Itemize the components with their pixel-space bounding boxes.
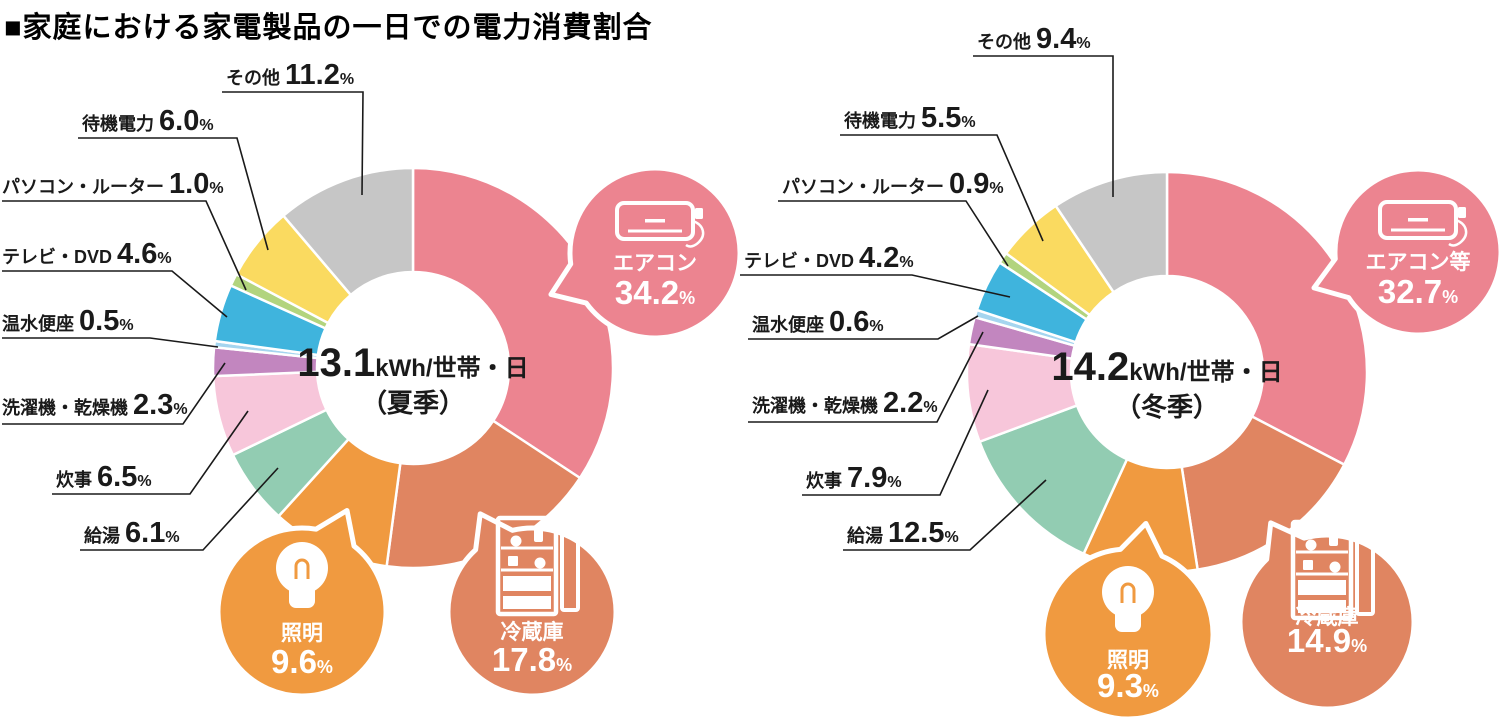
leader-line-パソコン・ルーター [2, 200, 247, 291]
leader-line-待機電力 [840, 134, 1044, 242]
callout-name-エアコン等: エアコン等 [1366, 250, 1471, 274]
leader-line-テレビ・DVD [2, 270, 228, 318]
page-title: ■家庭における家電製品の一日での電力消費割合 [4, 12, 653, 44]
segment-label-給湯: 給湯 12.5% [847, 517, 959, 549]
leader-line-テレビ・DVD [740, 274, 1011, 298]
donut-hole [318, 273, 508, 463]
segment-label-パソコン・ルーター: パソコン・ルーター 1.0% [2, 168, 224, 200]
segment-label-温水便座: 温水便座 0.6% [752, 306, 884, 338]
leader-line-炊事 [52, 410, 249, 495]
callout-value-エアコン: 34.2% [615, 274, 695, 311]
callout-name-照明: 照明 [1107, 649, 1149, 672]
segment-label-給湯: 給湯 6.1% [84, 517, 180, 549]
leader-line-温水便座 [748, 315, 979, 340]
callout-bubble-照明: 照明9.3% [1040, 520, 1216, 720]
leader-line-給湯 [80, 467, 279, 551]
leader-line-待機電力 [78, 137, 269, 251]
donut-chart-summer: 13.1kWh/世帯・日（夏季） 給湯 6.1% 炊事 6.5% 洗濯機・乾燥機 2.… [2, 59, 743, 699]
callout-name-冷蔵庫: 冷蔵庫 [1296, 605, 1359, 629]
refrigerator-icon [495, 515, 580, 617]
callout-name-冷蔵庫: 冷蔵庫 [501, 620, 564, 644]
segment-label-温水便座: 温水便座 0.5% [2, 305, 134, 337]
leader-line-温水便座 [2, 337, 219, 348]
donut-segment-冷蔵庫 [385, 419, 582, 570]
donut-segment-その他 [1054, 170, 1169, 294]
leader-line-パソコン・ルーター [778, 200, 1009, 267]
leader-line-その他 [222, 91, 364, 196]
lightbulb-icon [276, 542, 328, 608]
donut-segment-その他 [282, 166, 415, 297]
segment-label-炊事: 炊事 7.9% [806, 462, 902, 494]
center-season-summer: （夏季） [361, 388, 465, 418]
air-conditioner-icon [615, 201, 705, 248]
callout-name-エアコン: エアコン [613, 252, 697, 275]
leader-line-給湯 [843, 479, 1047, 551]
donut-segment-エアコン [411, 166, 615, 480]
donut-chart-winter: 14.2kWh/世帯・日（冬季） 給湯 12.5% 炊事 7.9% 洗濯機・乾燥機 2… [740, 23, 1500, 720]
callout-value-照明: 9.6% [271, 643, 333, 680]
segment-label-待機電力: 待機電力 6.0% [82, 105, 214, 137]
segment-label-洗濯機・乾燥機: 洗濯機・乾燥機 2.2% [752, 387, 938, 419]
segment-label-洗濯機・乾燥機: 洗濯機・乾燥機 2.3% [2, 389, 188, 421]
air-conditioner-icon [1378, 200, 1468, 247]
callout-name-照明: 照明 [281, 622, 323, 645]
leader-line-洗濯機・乾燥機 [748, 331, 984, 423]
callout-value-冷蔵庫: 17.8% [492, 641, 572, 678]
leader-line-炊事 [802, 389, 989, 496]
segment-label-待機電力: 待機電力 5.5% [844, 102, 976, 134]
donut-segment-エアコン等 [1165, 170, 1369, 466]
leader-line-洗濯機・乾燥機 [2, 362, 226, 425]
segment-label-テレビ・DVD: テレビ・DVD 4.6% [2, 238, 172, 270]
center-season-winter: （冬季） [1115, 392, 1219, 422]
segment-label-テレビ・DVD: テレビ・DVD 4.2% [744, 242, 914, 274]
segment-label-炊事: 炊事 6.5% [56, 461, 152, 493]
callout-value-エアコン等: 32.7% [1378, 273, 1458, 310]
center-value-winter: 14.2kWh/世帯・日 [1051, 345, 1282, 389]
segment-label-その他: その他 11.2% [226, 59, 354, 91]
donut-segment-冷蔵庫 [1180, 415, 1346, 571]
refrigerator-icon [1290, 519, 1375, 621]
callout-value-冷蔵庫: 14.9% [1287, 622, 1367, 659]
center-value-summer: 13.1kWh/世帯・日 [297, 341, 528, 385]
lightbulb-icon [1102, 566, 1154, 632]
callout-bubble-照明: 照明9.6% [215, 508, 389, 699]
callout-value-照明: 9.3% [1097, 667, 1159, 704]
leader-line-その他 [973, 55, 1114, 197]
donut-hole [1072, 277, 1262, 467]
segment-label-パソコン・ルーター: パソコン・ルーター 0.9% [782, 168, 1004, 200]
segment-label-その他: その他 9.4% [977, 23, 1091, 55]
callout-bubble-shape [1311, 166, 1500, 338]
